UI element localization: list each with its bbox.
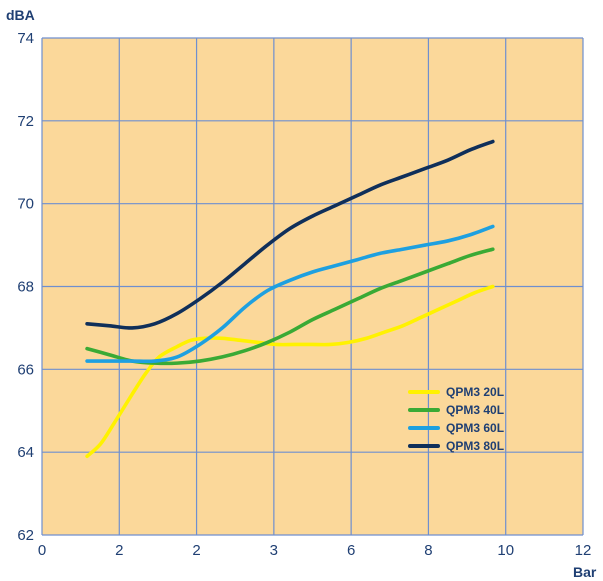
- y-tick-label: 72: [17, 113, 34, 130]
- x-tick-label: 12: [575, 542, 592, 559]
- x-axis-label: Bar: [573, 564, 597, 580]
- series-line-1: [85, 284, 495, 459]
- legend-entry-label: QPM3 20L: [446, 385, 504, 399]
- x-tick-label: 6: [347, 542, 355, 559]
- series-lines: [85, 139, 495, 459]
- x-tick-label: 8: [424, 542, 432, 559]
- y-tick-label: 66: [17, 361, 34, 378]
- series-line-2: [85, 247, 495, 366]
- x-tick-label: 3: [270, 542, 278, 559]
- legend-entry-label: QPM3 60L: [446, 421, 504, 435]
- legend-entry-label: QPM3 80L: [446, 439, 504, 453]
- y-tick-label: 62: [17, 527, 34, 544]
- y-axis-label: dBA: [6, 7, 35, 23]
- y-tick-label: 74: [17, 30, 34, 47]
- series-line-3: [85, 224, 495, 364]
- legend: QPM3 20L QPM3 40L QPM3 60L QPM3 80L: [408, 385, 504, 453]
- x-tick-label: 2: [192, 542, 200, 559]
- grid: [41, 37, 584, 536]
- x-tick-label: 2: [115, 542, 123, 559]
- x-tick-label: 0: [38, 542, 46, 559]
- y-tick-label: 68: [17, 279, 34, 296]
- series-line-4: [85, 139, 495, 330]
- y-tick-label: 70: [17, 196, 34, 213]
- y-tick-label: 64: [17, 444, 34, 461]
- x-tick-label: 10: [497, 542, 514, 559]
- x-tick-labels: 0 2 2 3 6 8 10 12: [38, 542, 592, 559]
- y-tick-labels: 62 64 66 68 70 72 74: [17, 30, 34, 544]
- legend-entry-label: QPM3 40L: [446, 403, 504, 417]
